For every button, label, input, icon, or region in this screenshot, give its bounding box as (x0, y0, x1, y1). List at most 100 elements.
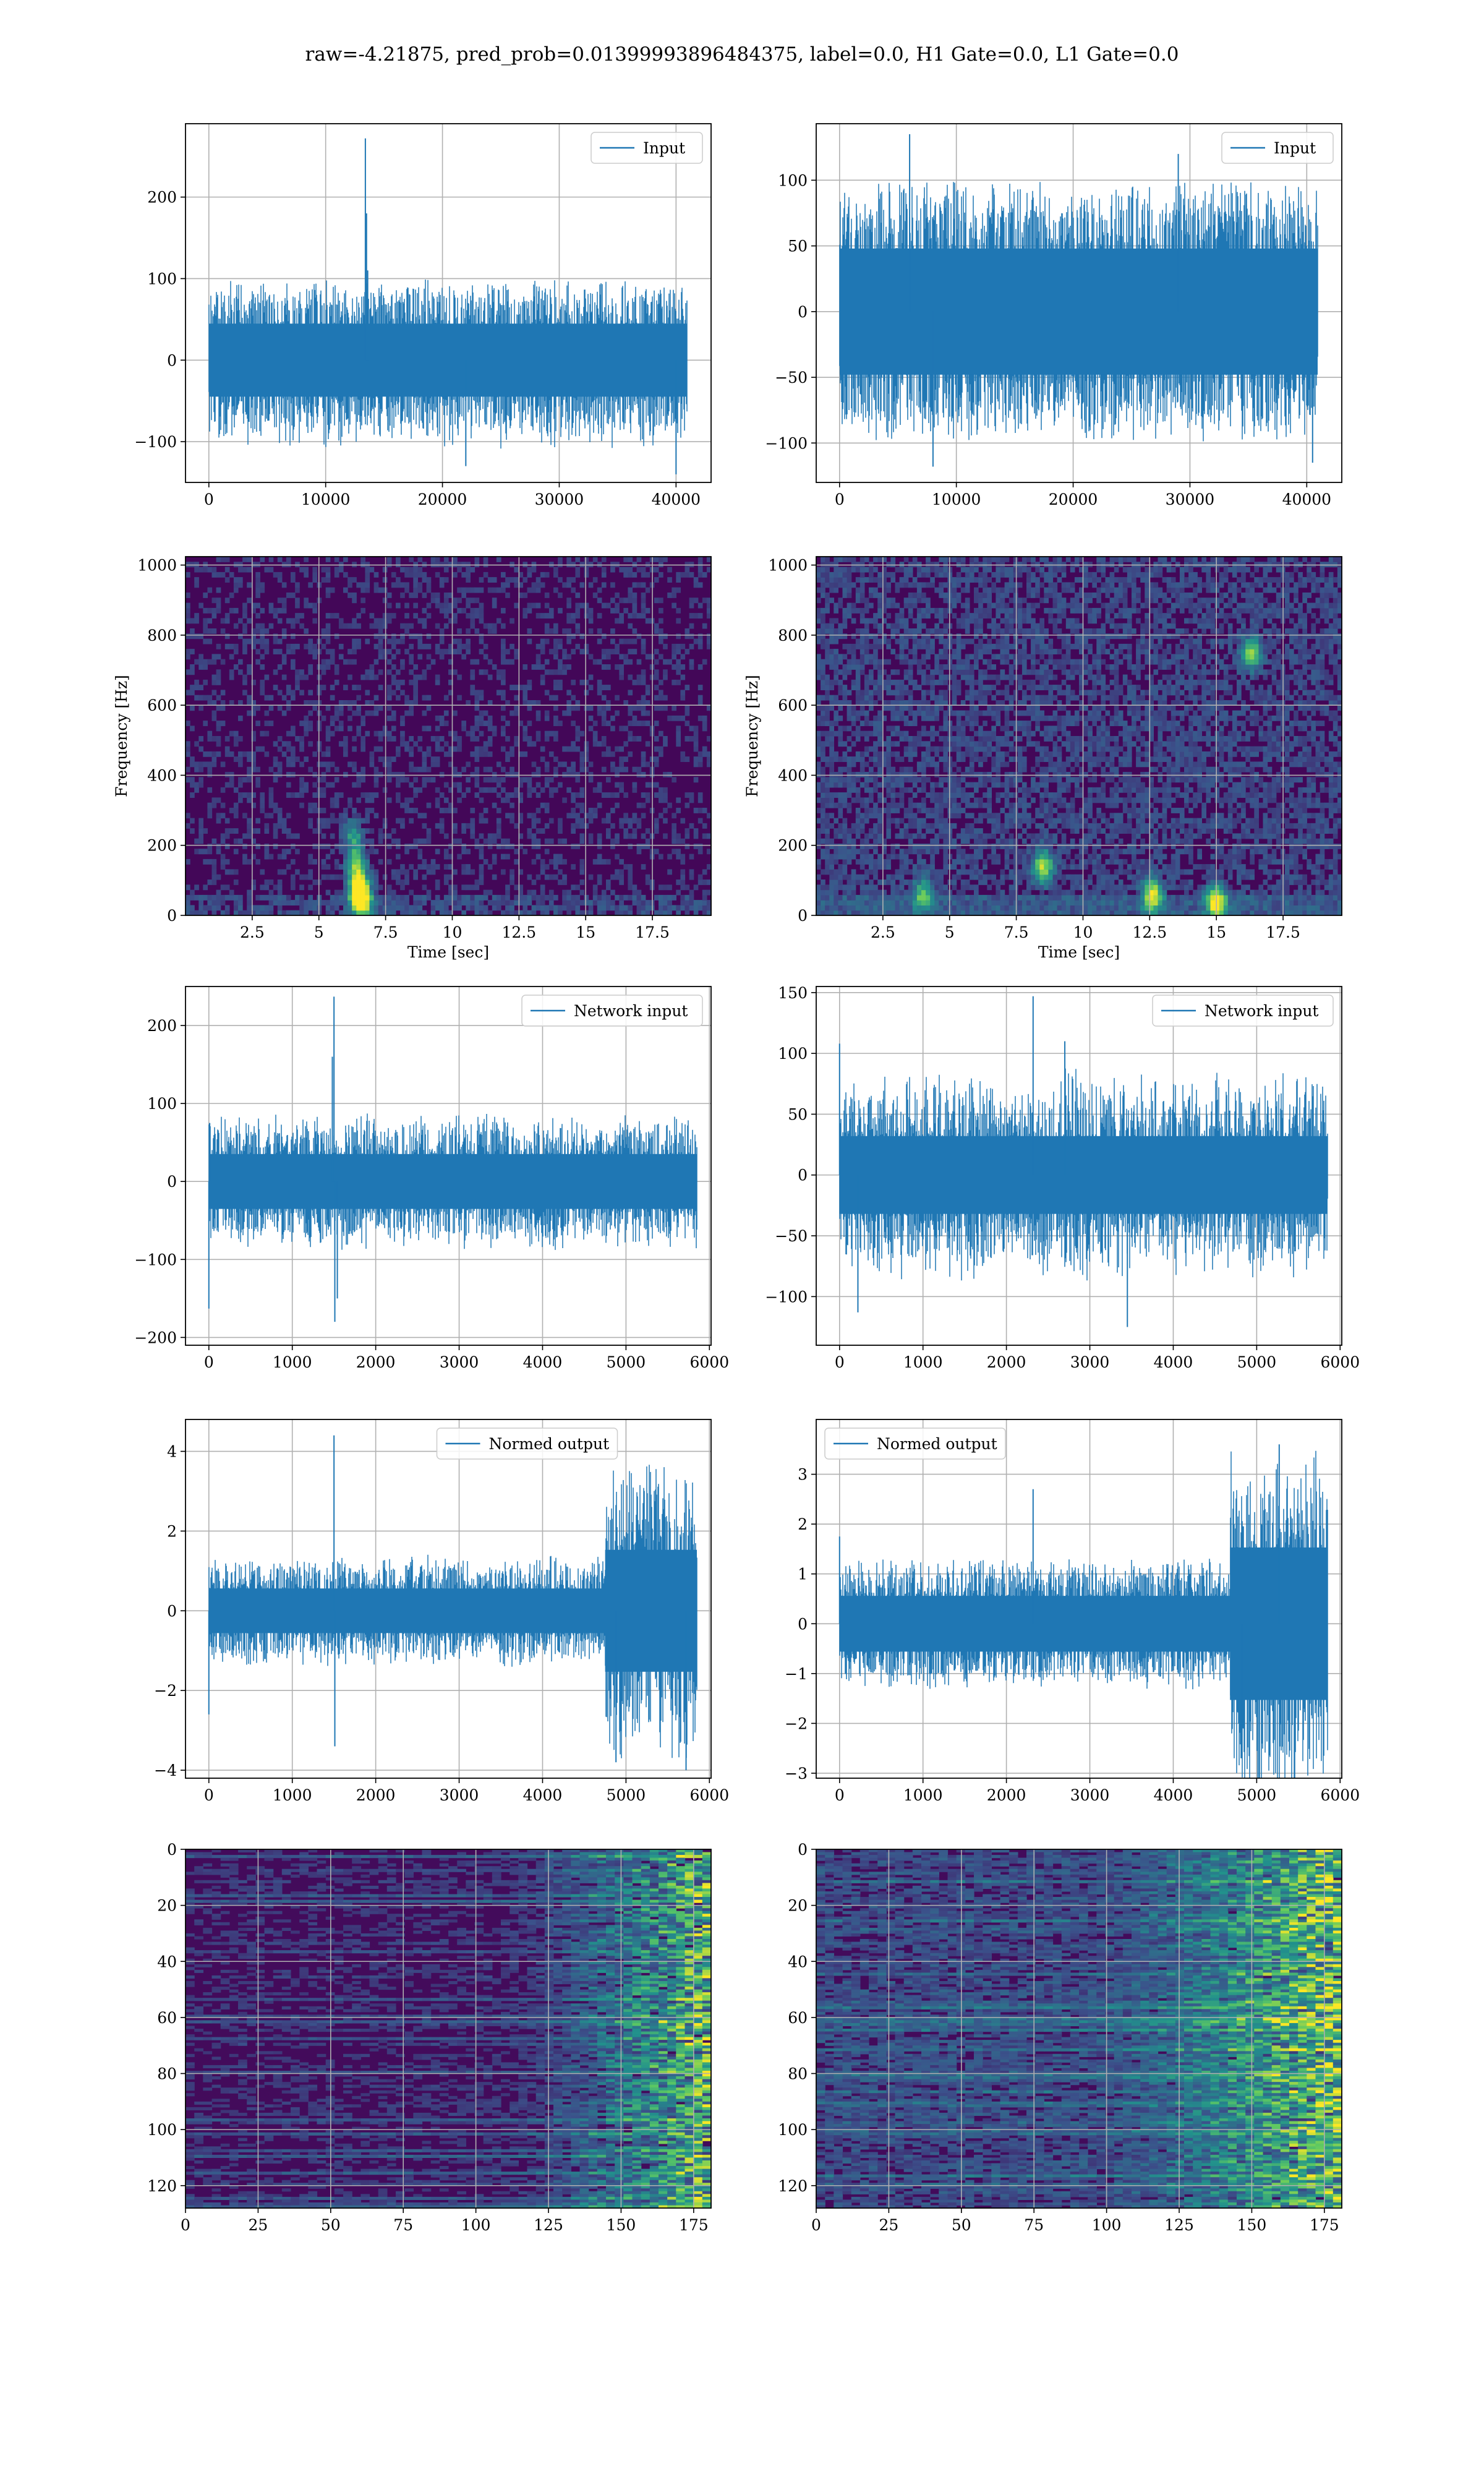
heatmap-cell (903, 751, 909, 757)
heatmap-cell (978, 730, 983, 737)
heatmap-cell (834, 618, 838, 624)
heatmap-cell (864, 649, 869, 654)
heatmap-cell (571, 844, 576, 849)
heatmap-cell (606, 905, 611, 911)
heatmap-cell (869, 643, 874, 649)
heatmap-cell (207, 736, 213, 742)
heatmap-cell (851, 844, 856, 849)
heatmap-cell (965, 607, 970, 614)
heatmap-cell (829, 756, 834, 762)
heatmap-cell (203, 828, 208, 834)
heatmap-cell (943, 884, 949, 891)
heatmap-cell (453, 746, 458, 752)
heatmap-cell (540, 746, 545, 752)
heatmap-cell (838, 802, 843, 808)
heatmap-cell (601, 582, 607, 588)
heatmap-cell (842, 874, 848, 880)
heatmap-cell (908, 880, 913, 885)
heatmap-cell (873, 567, 878, 573)
heatmap-cell (654, 659, 659, 665)
heatmap-cell (834, 582, 838, 588)
heatmap-cell (260, 664, 265, 670)
heatmap-cell (632, 833, 638, 839)
heatmap-cell (834, 633, 838, 640)
heatmap-cell (899, 633, 905, 640)
heatmap-cell (439, 715, 445, 721)
heatmap-cell (273, 828, 278, 834)
heatmap-cell (873, 751, 878, 757)
heatmap-cell (365, 582, 370, 588)
heatmap-cell (378, 736, 383, 742)
heatmap-cell (260, 654, 265, 660)
heatmap-cell (435, 715, 440, 721)
heatmap-cell (295, 618, 300, 624)
heatmap-cell (825, 864, 830, 870)
heatmap-cell (886, 587, 891, 593)
heatmap-cell (514, 654, 519, 660)
heatmap-cell (321, 761, 326, 768)
heatmap-cell (360, 766, 365, 773)
heatmap-cell (566, 705, 571, 711)
heatmap-cell (281, 562, 287, 568)
heatmap-cell (422, 562, 427, 568)
heatmap-cell (921, 756, 926, 762)
heatmap-cell (334, 797, 339, 803)
heatmap-cell (610, 838, 615, 844)
heatmap-cell (610, 726, 615, 732)
heatmap-cell (869, 618, 874, 624)
heatmap-cell (606, 894, 611, 901)
heatmap-cell (641, 813, 646, 819)
heatmap-cell (628, 880, 633, 885)
heatmap-cell (601, 818, 607, 824)
heatmap-cell (413, 910, 418, 916)
heatmap-cell (960, 721, 966, 726)
heatmap-cell (676, 618, 681, 624)
heatmap-cell (264, 751, 270, 757)
x-tick-label: 10000 (301, 490, 351, 508)
heatmap-cell (890, 726, 896, 732)
heatmap-cell (869, 772, 874, 777)
heatmap-cell (697, 664, 703, 670)
heatmap-cell (483, 894, 488, 901)
heatmap-cell (277, 889, 283, 896)
heatmap-cell (816, 746, 821, 752)
heatmap-cell (409, 905, 414, 911)
heatmap-cell (483, 721, 488, 726)
heatmap-cell (697, 761, 703, 768)
heatmap-cell (930, 782, 935, 788)
heatmap-cell (404, 900, 409, 905)
heatmap-cell (356, 874, 361, 880)
heatmap-cell (308, 766, 313, 773)
heatmap-cell (680, 880, 686, 885)
heatmap-cell (842, 654, 848, 660)
heatmap-cell (693, 746, 699, 752)
heatmap-cell (211, 756, 217, 762)
heatmap-cell (684, 562, 690, 568)
heatmap-cell (877, 715, 882, 721)
heatmap-cell (943, 726, 949, 732)
heatmap-cell (886, 833, 891, 839)
heatmap-cell (899, 802, 905, 808)
heatmap-cell (645, 874, 650, 880)
heatmap-cell (255, 593, 260, 598)
heatmap-cell (641, 571, 646, 578)
heatmap-cell (855, 736, 861, 742)
heatmap-cell (571, 741, 576, 747)
heatmap-cell (821, 894, 825, 901)
heatmap-cell (291, 900, 296, 905)
heatmap-cell (422, 643, 427, 649)
heatmap-cell (956, 858, 962, 865)
heatmap-cell (483, 838, 488, 844)
heatmap-cell (220, 802, 226, 808)
heatmap-cell (956, 577, 962, 583)
heatmap-cell (890, 557, 896, 562)
heatmap-cell (930, 910, 935, 916)
heatmap-cell (352, 761, 357, 768)
heatmap-cell (882, 756, 887, 762)
heatmap-cell (916, 761, 922, 768)
heatmap-cell (978, 685, 983, 690)
heatmap-cell (956, 833, 962, 839)
heatmap-cell (659, 751, 663, 757)
heatmap-cell (400, 894, 405, 901)
heatmap-cell (934, 700, 939, 706)
